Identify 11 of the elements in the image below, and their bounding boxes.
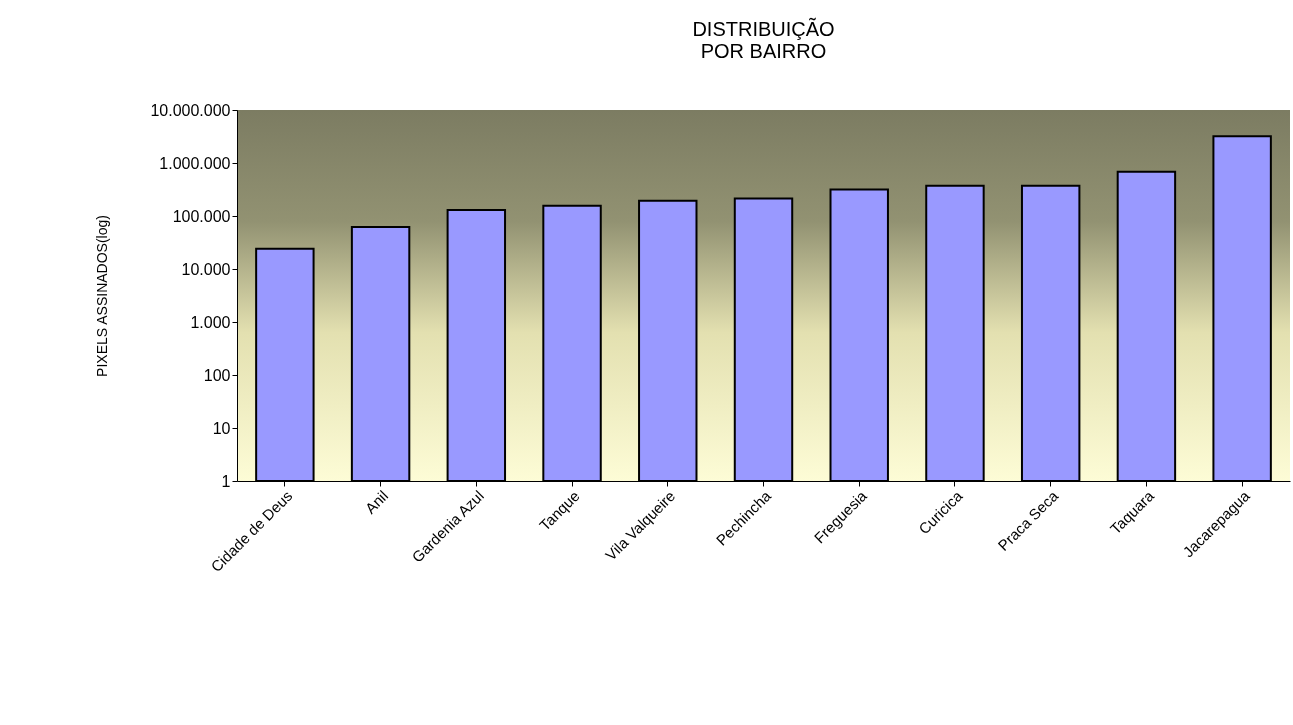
x-tick-label: Anil <box>361 487 392 517</box>
y-tick-label: 10 <box>212 419 231 437</box>
y-tick-label: 10.000 <box>181 260 231 278</box>
y-tick-label: 100 <box>203 366 231 384</box>
y-tick-label: 1.000 <box>190 313 231 331</box>
chart-title: DISTRIBUIÇÃO POR BAIRRO <box>692 17 835 62</box>
y-tick-label: 10.000.000 <box>150 101 231 119</box>
y-axis-title: PIXELS ASSINADOS(log) <box>94 215 111 377</box>
y-tick-label: 1.000.000 <box>159 154 231 172</box>
y-tick-label: 100.000 <box>172 207 231 225</box>
y-tick-label: 1 <box>221 472 231 490</box>
